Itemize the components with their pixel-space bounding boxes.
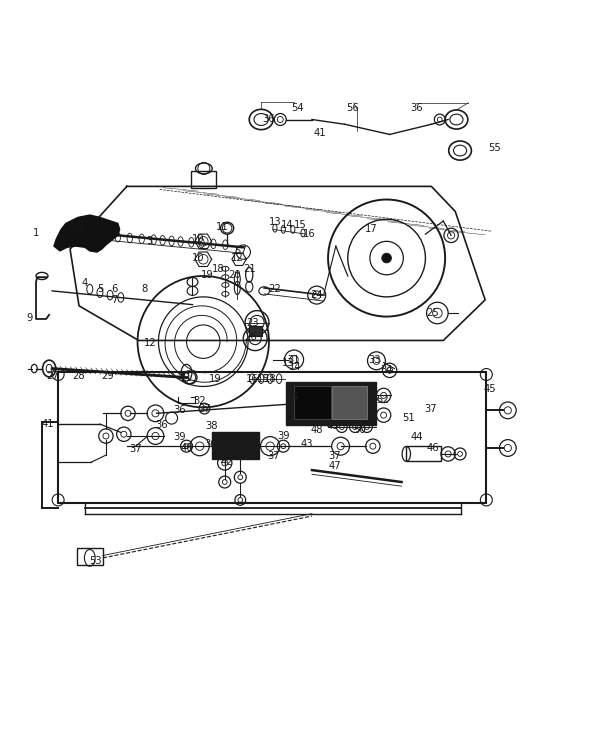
Text: 20: 20 (228, 270, 241, 280)
Text: 27: 27 (46, 371, 59, 381)
Text: 42: 42 (221, 458, 233, 467)
Text: 43: 43 (301, 439, 313, 449)
Text: 45: 45 (484, 384, 496, 394)
Text: 17: 17 (365, 224, 378, 234)
Text: 41: 41 (314, 128, 326, 137)
Text: 14: 14 (281, 220, 293, 230)
Text: 39: 39 (173, 432, 185, 442)
Text: 11: 11 (180, 372, 193, 383)
Text: 32: 32 (193, 396, 206, 406)
Text: 10: 10 (192, 234, 205, 244)
Text: 48: 48 (310, 425, 323, 435)
Text: 11: 11 (216, 222, 229, 232)
Text: 49: 49 (326, 421, 339, 431)
Bar (212, 433, 259, 459)
Text: 36: 36 (173, 405, 185, 415)
Text: 36: 36 (155, 421, 168, 430)
Text: 16: 16 (302, 230, 316, 239)
Text: 37: 37 (130, 444, 142, 455)
Text: 47: 47 (328, 461, 341, 471)
Text: 52: 52 (376, 395, 389, 405)
Text: 24: 24 (310, 290, 323, 300)
Text: 31: 31 (288, 355, 301, 365)
Text: 10: 10 (192, 253, 205, 263)
Text: 36: 36 (410, 103, 423, 112)
Text: 16: 16 (246, 374, 259, 384)
Text: 37: 37 (231, 449, 244, 459)
Text: 53: 53 (89, 556, 102, 566)
Text: 18: 18 (212, 263, 224, 274)
Text: 5: 5 (97, 284, 103, 294)
Text: 54: 54 (291, 103, 304, 112)
Text: 19: 19 (201, 270, 214, 280)
Text: 2: 2 (77, 222, 83, 232)
Bar (77, 548, 103, 565)
Text: 15: 15 (293, 220, 307, 230)
Text: 37: 37 (328, 451, 341, 461)
Text: 23: 23 (246, 318, 259, 328)
Bar (286, 382, 376, 425)
Text: 55: 55 (488, 143, 500, 153)
Text: 35: 35 (287, 392, 299, 402)
Text: 44: 44 (410, 432, 423, 442)
Text: 19: 19 (209, 374, 221, 384)
Text: 41: 41 (41, 419, 54, 429)
Text: 37: 37 (267, 451, 280, 461)
Circle shape (382, 253, 391, 263)
Text: 9: 9 (27, 313, 33, 323)
Text: 56: 56 (346, 103, 359, 112)
Text: 34: 34 (380, 365, 393, 375)
Text: 40: 40 (180, 443, 193, 453)
Text: 50: 50 (353, 425, 366, 435)
Text: 14: 14 (289, 362, 302, 371)
Text: 51: 51 (403, 413, 415, 423)
Text: 13: 13 (269, 217, 281, 227)
Text: 39: 39 (277, 431, 290, 441)
Text: 12: 12 (231, 253, 244, 263)
Text: 28: 28 (73, 371, 85, 381)
Text: 6: 6 (112, 284, 118, 294)
Text: 33: 33 (368, 355, 381, 365)
Bar (332, 387, 367, 419)
Text: 3: 3 (146, 236, 152, 246)
Text: 1: 1 (33, 228, 39, 238)
Bar (248, 326, 262, 336)
Polygon shape (54, 215, 119, 252)
Text: 15: 15 (257, 374, 269, 384)
Text: 21: 21 (243, 263, 256, 274)
Text: 4: 4 (82, 278, 88, 288)
Bar (406, 446, 441, 461)
Bar (294, 387, 331, 419)
Bar (191, 171, 217, 187)
Text: 46: 46 (426, 443, 439, 453)
Text: 37: 37 (424, 404, 437, 414)
Text: 8: 8 (142, 284, 148, 294)
Text: 7: 7 (112, 295, 118, 305)
Text: 36: 36 (204, 439, 217, 449)
Text: 13: 13 (282, 358, 295, 368)
Bar (58, 371, 487, 503)
Text: 29: 29 (101, 371, 114, 381)
Text: 38: 38 (205, 421, 218, 431)
Text: 22: 22 (269, 284, 281, 294)
Text: 37: 37 (198, 404, 211, 414)
Text: 12: 12 (145, 337, 157, 348)
Text: 57: 57 (234, 246, 247, 256)
Text: 36: 36 (263, 115, 275, 125)
Text: 26: 26 (245, 332, 257, 342)
Text: 18: 18 (264, 374, 277, 384)
Text: 25: 25 (426, 308, 439, 318)
Text: 30: 30 (177, 371, 190, 381)
